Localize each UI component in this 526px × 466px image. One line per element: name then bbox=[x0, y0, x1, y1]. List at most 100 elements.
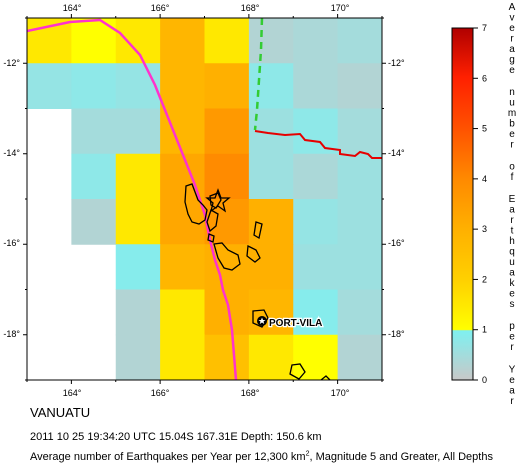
colorbar-title-letter: E bbox=[509, 194, 516, 205]
colorbar-title-letter: o bbox=[509, 162, 515, 173]
lon-label-top: 170° bbox=[331, 3, 350, 13]
colorbar-title-letter: t bbox=[511, 226, 514, 237]
colorbar-title-letter: Y bbox=[509, 364, 516, 375]
lat-label-left: -16° bbox=[3, 238, 20, 248]
heatmap-cell bbox=[337, 18, 382, 64]
heatmap-cell bbox=[337, 63, 382, 109]
heatmap-cell bbox=[204, 108, 250, 155]
lat-label-left: -12° bbox=[3, 58, 20, 68]
lat-label-left: -18° bbox=[3, 329, 20, 339]
heatmap-cell bbox=[204, 244, 250, 290]
event-location: 15.04S 167.31E bbox=[158, 431, 238, 443]
heatmap-cell bbox=[115, 18, 161, 64]
colorbar-title-letter: a bbox=[509, 268, 515, 279]
colorbar-title-letter: h bbox=[509, 236, 515, 247]
lon-label-top: 166° bbox=[151, 3, 170, 13]
colorbar-tick-label: 4 bbox=[482, 174, 487, 184]
heatmap-cell bbox=[293, 18, 339, 64]
heatmap-cell bbox=[337, 334, 382, 380]
heatmap-cell bbox=[293, 334, 339, 380]
heatmap-cell bbox=[160, 199, 205, 245]
heatmap-cell bbox=[115, 199, 161, 245]
transform-boundary-line bbox=[254, 130, 382, 159]
heatmap-cell bbox=[293, 108, 339, 155]
colorbar-title-letter: A bbox=[509, 2, 516, 13]
heatmap-cells bbox=[27, 18, 382, 380]
colorbar-title-letter: e bbox=[509, 129, 515, 140]
colorbar-title-letter: g bbox=[509, 55, 515, 66]
heatmap-cell bbox=[115, 244, 161, 290]
heatmap-cell bbox=[71, 199, 117, 245]
heatmap-cell bbox=[115, 334, 161, 380]
heatmap-cell bbox=[115, 63, 161, 109]
colorbar-title-letter: r bbox=[510, 342, 514, 353]
event-depth: Depth: 150.6 km bbox=[240, 431, 322, 443]
heatmap-cell bbox=[337, 289, 382, 336]
coastline-islands bbox=[184, 183, 331, 380]
colorbar-title-letter: e bbox=[509, 332, 515, 343]
colorbar-title-letter: a bbox=[509, 44, 515, 55]
heatmap-cell bbox=[293, 244, 339, 290]
heatmap-cell bbox=[248, 289, 294, 336]
lon-label-bottom: 164° bbox=[63, 388, 82, 398]
dashed-boundary-line bbox=[253, 18, 264, 131]
colorbar-title-letter: n bbox=[509, 87, 515, 98]
lat-label-right: -12° bbox=[388, 58, 405, 68]
heatmap-cell bbox=[115, 289, 161, 336]
heatmap-cell bbox=[293, 63, 339, 109]
caption-prefix: Average number of Earthquakes per Year p… bbox=[30, 451, 306, 463]
heatmap-cell bbox=[248, 153, 294, 200]
heatmap-cell bbox=[160, 18, 205, 64]
heatmap-cell bbox=[71, 108, 117, 155]
heatmap-cell bbox=[204, 18, 250, 64]
colorbar-tick-label: 1 bbox=[482, 325, 487, 335]
plate-boundary-line bbox=[27, 18, 238, 380]
heatmap-cell bbox=[160, 244, 205, 290]
lat-label-right: -14° bbox=[388, 148, 405, 158]
caption-exponent: 2 bbox=[305, 450, 310, 458]
event-info: 2011 10 25 19:34:20 UTC 15.04S 167.31E D… bbox=[30, 431, 322, 443]
heatmap-cell bbox=[71, 63, 117, 109]
city-label: PORT-VILA bbox=[269, 318, 322, 329]
heatmap-cell bbox=[293, 289, 339, 336]
colorbar-tick-label: 0 bbox=[482, 375, 487, 385]
heatmap-cell bbox=[204, 334, 250, 380]
heatmap-cell bbox=[160, 63, 205, 109]
lat-label-left: -14° bbox=[3, 148, 20, 158]
lat-label-right: -18° bbox=[388, 329, 405, 339]
heatmap-cell bbox=[115, 153, 161, 200]
heatmap-cell bbox=[337, 108, 382, 155]
colorbar-tick-label: 3 bbox=[482, 224, 487, 234]
map-ticks bbox=[23, 14, 386, 384]
colorbar-title-letter: b bbox=[509, 119, 515, 130]
colorbar-title-letter: r bbox=[510, 140, 514, 151]
colorbar-title-letter: e bbox=[509, 65, 515, 76]
colorbar-title-letter: u bbox=[509, 257, 515, 268]
colorbar-title-letter: s bbox=[510, 299, 515, 310]
event-time: 19:34:20 UTC bbox=[87, 431, 156, 443]
colorbar-title-letter: f bbox=[511, 172, 514, 183]
colorbar-title-letter: e bbox=[509, 289, 515, 300]
event-star-icon bbox=[205, 188, 231, 213]
heatmap-cell bbox=[248, 334, 294, 380]
colorbar bbox=[451, 27, 474, 381]
lon-label-bottom: 166° bbox=[151, 388, 170, 398]
colorbar-title-letter: m bbox=[508, 108, 516, 119]
heatmap-cell bbox=[160, 334, 205, 380]
heatmap-cell bbox=[248, 63, 294, 109]
colorbar-title-letter: a bbox=[509, 385, 515, 396]
colorbar-tick-label: 6 bbox=[482, 73, 487, 83]
colorbar-title-letter: k bbox=[510, 278, 516, 289]
heatmap-cell bbox=[160, 289, 205, 336]
heatmap-cell bbox=[27, 18, 72, 64]
map-caption: Average number of Earthquakes per Year p… bbox=[30, 450, 493, 463]
colorbar-ticks: 0 1 2 3 4 5 6 7 bbox=[473, 23, 487, 385]
heatmap-cell bbox=[337, 199, 382, 245]
lon-label-bottom: 168° bbox=[241, 388, 260, 398]
colorbar-title-letter: v bbox=[510, 13, 515, 24]
colorbar-title-letter: e bbox=[509, 375, 515, 386]
colorbar-title-letter: r bbox=[510, 396, 514, 407]
heatmap-cell bbox=[337, 153, 382, 200]
heatmap-cell bbox=[71, 153, 117, 200]
